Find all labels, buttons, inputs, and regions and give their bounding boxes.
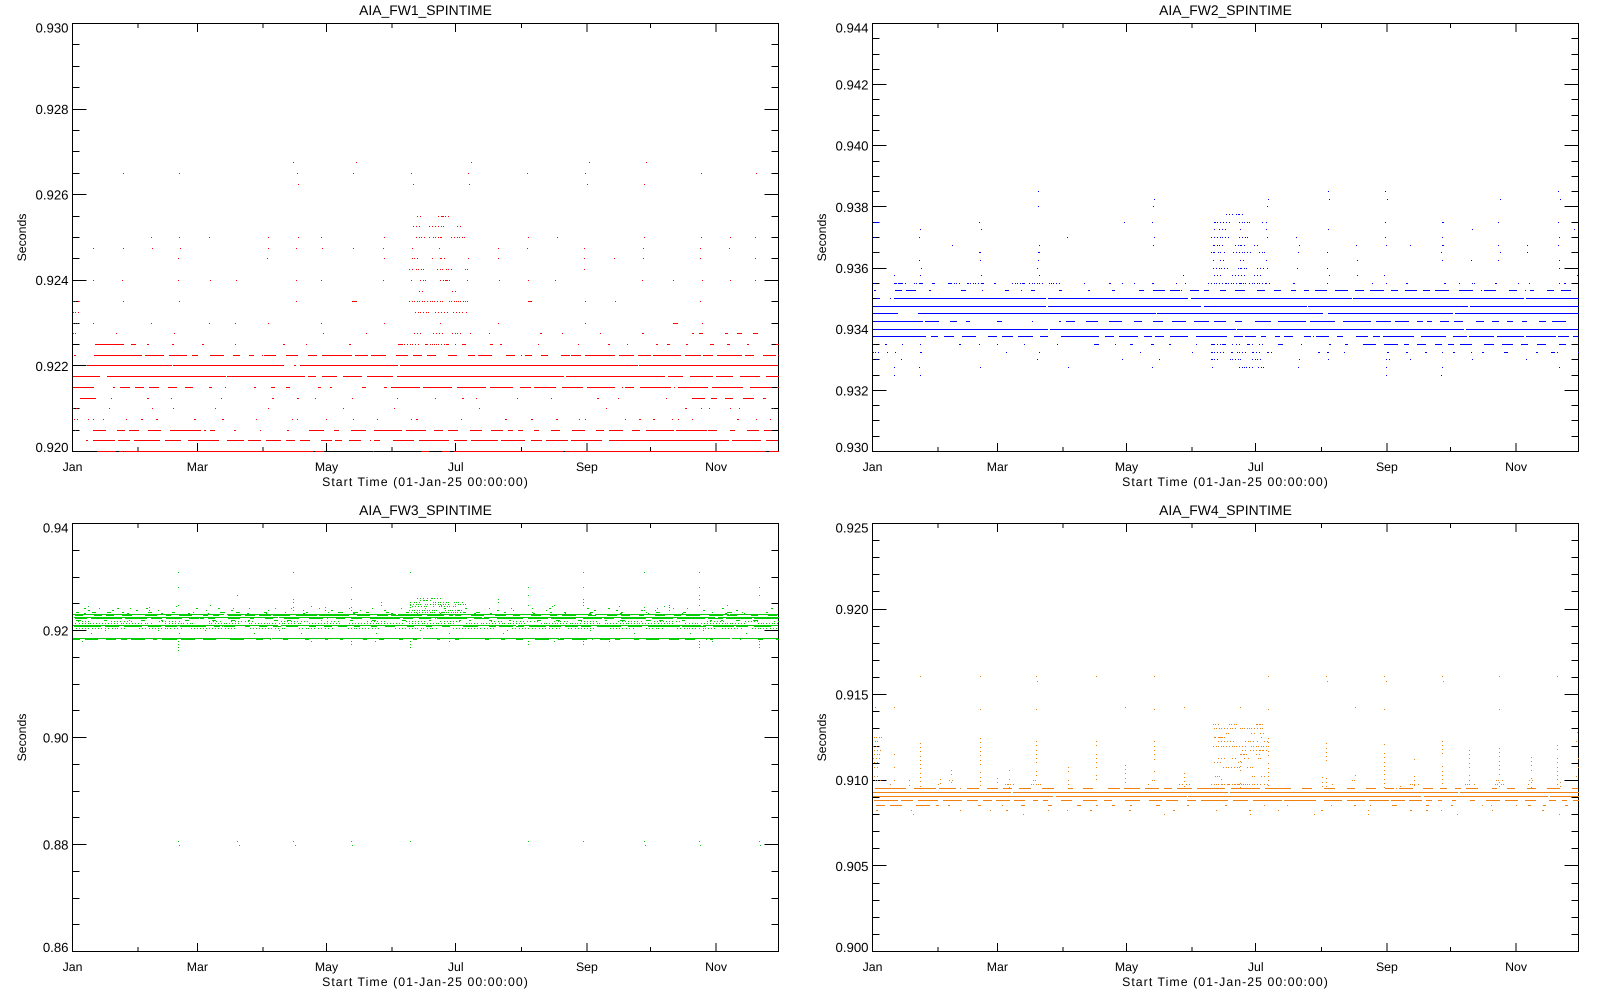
svg-text:Seconds: Seconds	[15, 214, 29, 262]
svg-text:Jul: Jul	[1248, 460, 1264, 474]
svg-text:0.926: 0.926	[35, 188, 68, 203]
svg-text:0.910: 0.910	[835, 773, 868, 788]
svg-text:Sep: Sep	[1376, 460, 1398, 474]
svg-text:Nov: Nov	[705, 960, 728, 974]
svg-text:Jul: Jul	[448, 460, 464, 474]
svg-text:0.925: 0.925	[835, 520, 868, 535]
svg-text:Jan: Jan	[863, 460, 883, 474]
svg-text:Nov: Nov	[1505, 960, 1528, 974]
svg-text:0.940: 0.940	[835, 139, 868, 154]
svg-text:0.928: 0.928	[35, 102, 68, 117]
svg-text:Nov: Nov	[705, 460, 728, 474]
svg-text:Jan: Jan	[63, 960, 83, 974]
svg-text:0.944: 0.944	[835, 20, 868, 35]
svg-text:AIA_FW3_SPINTIME: AIA_FW3_SPINTIME	[359, 502, 492, 518]
svg-text:0.915: 0.915	[835, 688, 868, 703]
svg-text:Start Time (01-Jan-25 00:00:00: Start Time (01-Jan-25 00:00:00)	[322, 975, 529, 989]
svg-text:Start Time (01-Jan-25 00:00:00: Start Time (01-Jan-25 00:00:00)	[322, 475, 529, 489]
svg-text:Sep: Sep	[576, 960, 598, 974]
svg-text:0.90: 0.90	[43, 730, 69, 745]
svg-text:0.900: 0.900	[835, 940, 868, 955]
svg-text:0.936: 0.936	[835, 261, 868, 276]
svg-text:May: May	[315, 460, 339, 474]
svg-text:Start Time (01-Jan-25 00:00:00: Start Time (01-Jan-25 00:00:00)	[1122, 975, 1329, 989]
svg-text:0.86: 0.86	[43, 940, 69, 955]
svg-text:0.924: 0.924	[35, 273, 68, 288]
svg-text:AIA_FW2_SPINTIME: AIA_FW2_SPINTIME	[1159, 2, 1292, 18]
svg-text:0.938: 0.938	[835, 200, 868, 215]
svg-text:May: May	[315, 960, 339, 974]
svg-text:0.930: 0.930	[35, 20, 68, 35]
svg-text:AIA_FW1_SPINTIME: AIA_FW1_SPINTIME	[359, 2, 492, 18]
svg-text:Seconds: Seconds	[815, 214, 829, 262]
svg-text:0.905: 0.905	[835, 859, 868, 874]
svg-text:Mar: Mar	[187, 460, 208, 474]
svg-text:Start Time (01-Jan-25 00:00:00: Start Time (01-Jan-25 00:00:00)	[1122, 475, 1329, 489]
svg-text:0.930: 0.930	[835, 440, 868, 455]
svg-text:Mar: Mar	[187, 960, 208, 974]
svg-text:Seconds: Seconds	[815, 714, 829, 762]
svg-text:0.934: 0.934	[835, 322, 868, 337]
svg-text:Mar: Mar	[987, 960, 1008, 974]
svg-text:Mar: Mar	[987, 460, 1008, 474]
svg-text:0.92: 0.92	[43, 623, 69, 638]
svg-text:Jan: Jan	[63, 460, 83, 474]
svg-text:Seconds: Seconds	[15, 714, 29, 762]
svg-text:Sep: Sep	[1376, 960, 1398, 974]
svg-text:Jan: Jan	[863, 960, 883, 974]
svg-text:0.942: 0.942	[835, 78, 868, 93]
svg-text:0.932: 0.932	[835, 383, 868, 398]
svg-text:0.94: 0.94	[43, 520, 69, 535]
svg-text:0.88: 0.88	[43, 837, 69, 852]
svg-text:May: May	[1115, 960, 1139, 974]
svg-text:Jul: Jul	[448, 960, 464, 974]
svg-text:AIA_FW4_SPINTIME: AIA_FW4_SPINTIME	[1159, 502, 1292, 518]
svg-text:0.920: 0.920	[35, 440, 68, 455]
svg-text:Jul: Jul	[1248, 960, 1264, 974]
svg-text:May: May	[1115, 460, 1139, 474]
svg-text:Nov: Nov	[1505, 460, 1528, 474]
svg-text:Sep: Sep	[576, 460, 598, 474]
svg-text:0.920: 0.920	[835, 602, 868, 617]
svg-text:0.922: 0.922	[35, 359, 68, 374]
